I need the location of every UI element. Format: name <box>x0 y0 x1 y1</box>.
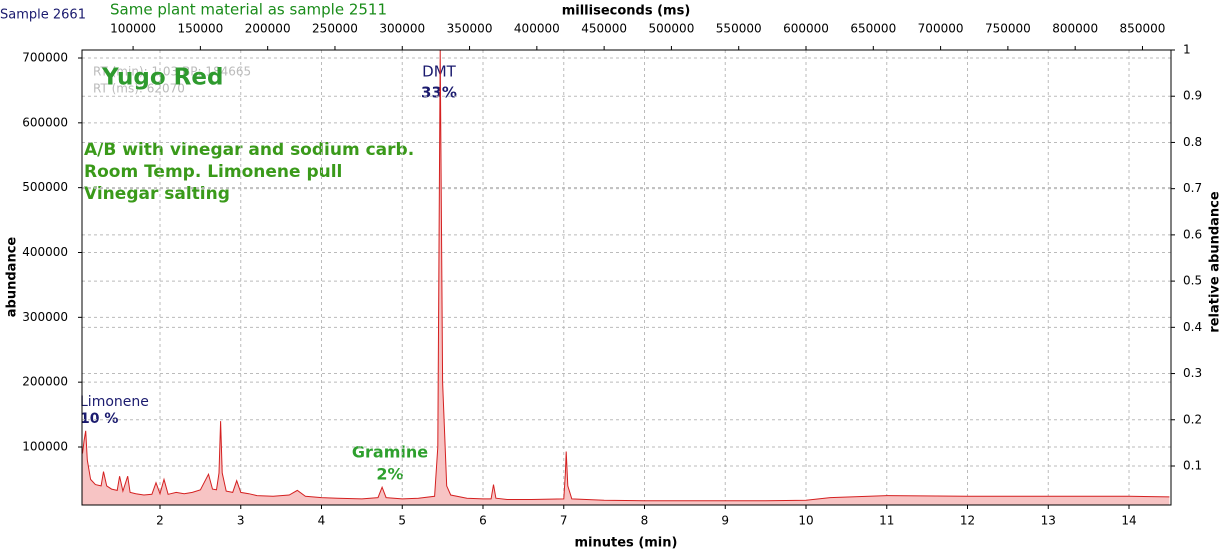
x2-tick-label: 200000 <box>245 22 291 36</box>
plot: 2 3 4 5 6 7 8 9 10 11 12 13 14 100000 150000 200000 2500… <box>22 22 1202 528</box>
x2-tick-label: 250000 <box>312 22 358 36</box>
overlay-text: RT (ms): 62070 <box>93 82 185 96</box>
y2-axis-label: relative abundance <box>1208 191 1223 333</box>
x-tick-label: 13 <box>1041 514 1056 528</box>
y2-tick-label: 0.6 <box>1183 227 1202 241</box>
x2-tick-label: 350000 <box>447 22 493 36</box>
y2-tick-label: 0.1 <box>1183 458 1202 472</box>
note: Room Temp. Limonene pull <box>84 162 342 182</box>
peak-label: DMT <box>422 63 456 81</box>
x2-tick-label: 500000 <box>649 22 695 36</box>
y2-tick-label: 0.4 <box>1183 320 1202 334</box>
x-tick-label: 10 <box>798 514 813 528</box>
x-tick-label: 14 <box>1121 514 1136 528</box>
x-tick-label: 9 <box>721 514 729 528</box>
x-tick-label: 11 <box>879 514 894 528</box>
y-tick-label: 300000 <box>22 310 68 324</box>
sample-id: Sample 2661 <box>0 8 86 23</box>
peak-label: Limonene <box>80 394 149 410</box>
x2-tick-label: 850000 <box>1120 22 1166 36</box>
x2-tick-label: 300000 <box>379 22 425 36</box>
x2-tick-label: 450000 <box>581 22 627 36</box>
x-tick-label: 2 <box>156 514 164 528</box>
x2-tick-label: 600000 <box>783 22 829 36</box>
plot-frame <box>81 49 1172 506</box>
chart-title: Yugo Red <box>101 65 223 91</box>
x-axis-label: minutes (min) <box>575 536 678 551</box>
x2-tick-label: 150000 <box>177 22 223 36</box>
y2-tick-label: 0.3 <box>1183 366 1202 380</box>
peak-label: Gramine <box>352 443 428 462</box>
x-tick-label: 12 <box>960 514 975 528</box>
y-tick-label: 100000 <box>22 439 68 453</box>
y-axis-label: abundance <box>5 237 20 318</box>
y2-tick-label: 0.5 <box>1183 274 1202 288</box>
x-tick-label: 5 <box>398 514 406 528</box>
x-tick-label: 8 <box>641 514 649 528</box>
y2-tick-label: 0.7 <box>1183 181 1202 195</box>
y2-tick-label: 1 <box>1183 43 1191 57</box>
peak-percent: 10 % <box>80 411 118 427</box>
y-tick-label: 400000 <box>22 245 68 259</box>
x-tick-label: 4 <box>318 514 326 528</box>
y-tick-label: 200000 <box>22 375 68 389</box>
area <box>82 50 1170 505</box>
subtitle: Same plant material as sample 2511 <box>110 1 387 19</box>
x2-tick-label: 100000 <box>110 22 156 36</box>
y2-tick-label: 0.8 <box>1183 135 1202 149</box>
x-tick-label: 3 <box>237 514 245 528</box>
peak-percent: 33% <box>421 84 457 102</box>
y-tick-label: 700000 <box>22 51 68 65</box>
y-tick-label: 600000 <box>22 115 68 129</box>
note: A/B with vinegar and sodium carb. <box>84 140 414 160</box>
x2-tick-label: 650000 <box>850 22 896 36</box>
y2-tick-label: 0.9 <box>1183 89 1202 103</box>
overlay-text: RT (min): 1.03 BP: 184665 <box>93 65 251 79</box>
x2-tick-label: 750000 <box>985 22 1031 36</box>
y-tick-label: 500000 <box>22 180 68 194</box>
x-tick-label: 7 <box>560 514 568 528</box>
x2-tick-label: 800000 <box>1052 22 1098 36</box>
peak-percent: 2% <box>376 465 403 484</box>
x2-tick-label: 400000 <box>514 22 560 36</box>
note: Vinegar salting <box>84 184 230 204</box>
y2-tick-label: 0.2 <box>1183 412 1202 426</box>
x-tick-label: 6 <box>479 514 487 528</box>
x2-tick-label: 700000 <box>918 22 964 36</box>
line <box>82 50 1170 502</box>
x2-tick-label: 550000 <box>716 22 762 36</box>
x2-axis-label: milliseconds (ms) <box>562 4 691 19</box>
